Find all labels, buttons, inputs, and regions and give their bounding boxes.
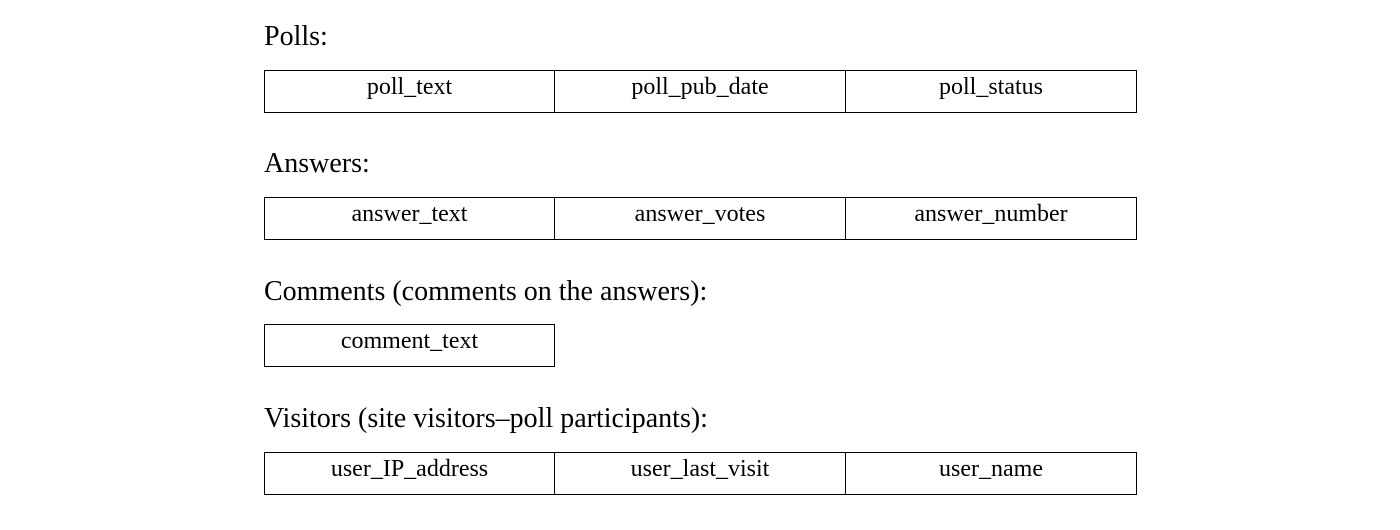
section-title-comments: Comments (comments on the answers):	[264, 276, 708, 307]
section-title-polls: Polls:	[264, 21, 328, 52]
field-user-name: user_name	[846, 452, 1137, 495]
section-title-answers: Answers:	[264, 148, 370, 179]
answers-field-table: answer_text answer_votes answer_number	[264, 197, 1137, 240]
field-comment-text: comment_text	[264, 324, 555, 367]
field-answer-number: answer_number	[846, 197, 1137, 240]
comments-field-table: comment_text	[264, 324, 555, 367]
field-answer-votes: answer_votes	[555, 197, 846, 240]
field-poll-status: poll_status	[846, 70, 1137, 113]
field-answer-text: answer_text	[264, 197, 555, 240]
field-poll-pub-date: poll_pub_date	[555, 70, 846, 113]
section-title-visitors: Visitors (site visitors–poll participant…	[264, 403, 708, 434]
field-poll-text: poll_text	[264, 70, 555, 113]
field-user-ip-address: user_IP_address	[264, 452, 555, 495]
polls-field-table: poll_text poll_pub_date poll_status	[264, 70, 1137, 113]
visitors-field-table: user_IP_address user_last_visit user_nam…	[264, 452, 1137, 495]
field-user-last-visit: user_last_visit	[555, 452, 846, 495]
